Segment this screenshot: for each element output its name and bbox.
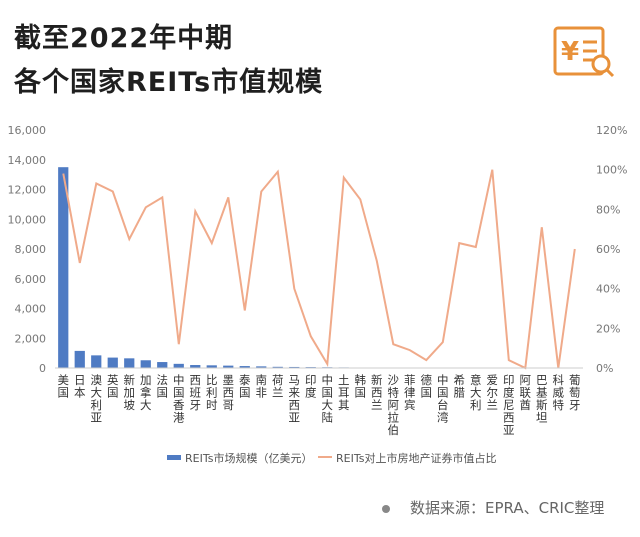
x-axis-labels: 美国日本澳大利亚英国新加坡加拿大法国中国香港西班牙比利时墨西哥泰国南非荷兰马来西…: [58, 373, 581, 437]
x-tick-label: 科威特: [553, 373, 565, 412]
x-tick-label: 新加坡: [124, 373, 136, 412]
left-tick-label: 16,000: [8, 124, 47, 137]
x-tick-label: 希腊: [454, 373, 466, 400]
x-tick-label: 美国: [58, 373, 70, 400]
x-tick-label: 中国大陆: [322, 373, 334, 425]
x-tick-label: 爱尔兰: [487, 373, 499, 412]
legend-bar-swatch: [167, 455, 181, 460]
x-tick-label: 英国: [107, 373, 119, 400]
x-tick-label: 中国香港: [173, 373, 185, 425]
x-tick-label: 意大利: [470, 373, 482, 412]
left-tick-label: 4,000: [15, 303, 47, 316]
right-tick-label: 20%: [596, 322, 620, 335]
left-tick-label: 0: [39, 362, 46, 375]
legend-bar-label: REITs市场规模（亿美元）: [185, 451, 312, 465]
legend: REITs市场规模（亿美元） REITs对上市房地产证券市值占比: [167, 451, 496, 465]
x-tick-label: 阿联酋: [520, 373, 532, 412]
x-tick-label: 墨西哥: [223, 373, 235, 412]
bar: [91, 355, 102, 368]
right-axis: 0% 20% 40% 60% 80% 100% 120%: [596, 124, 627, 375]
bar: [140, 360, 151, 368]
x-tick-label: 印度: [305, 373, 317, 400]
x-tick-label: 泰国: [239, 373, 251, 400]
x-tick-label: 马来西亚: [289, 373, 301, 425]
x-tick-label: 菲律宾: [404, 373, 416, 412]
right-tick-label: 100%: [596, 164, 627, 177]
right-tick-label: 0%: [596, 362, 613, 375]
finance-report-icon: ¥: [553, 26, 615, 78]
bar: [157, 362, 168, 368]
x-tick-label: 德国: [421, 373, 433, 400]
bar: [107, 357, 118, 368]
chart-title-line2: 各个国家REITs市值规模: [14, 67, 324, 98]
bar: [289, 366, 300, 368]
bar: [223, 365, 234, 368]
left-tick-label: 6,000: [15, 273, 47, 286]
x-tick-label: 新西兰: [371, 373, 383, 412]
x-tick-label: 沙特阿拉伯: [388, 373, 400, 437]
svg-text:¥: ¥: [561, 37, 579, 67]
chart-title-line1: 截至2022年中期: [14, 23, 234, 54]
legend-line-label: REITs对上市房地产证券市值占比: [336, 451, 496, 465]
bar: [124, 358, 135, 368]
left-tick-label: 8,000: [15, 243, 47, 256]
bar: [256, 366, 267, 368]
right-tick-label: 80%: [596, 203, 620, 216]
source-bullet-icon: [382, 505, 390, 513]
x-tick-label: 中国台湾: [437, 373, 449, 425]
x-tick-label: 葡萄牙: [569, 373, 581, 412]
bar: [173, 363, 184, 368]
bar: [239, 366, 250, 368]
bar: [190, 365, 201, 368]
x-tick-label: 印度尼西亚: [503, 373, 515, 437]
bar: [206, 365, 217, 368]
left-tick-label: 10,000: [8, 213, 47, 226]
bar: [272, 366, 283, 368]
left-tick-label: 12,000: [8, 184, 47, 197]
x-tick-label: 日本: [74, 373, 86, 400]
right-tick-label: 120%: [596, 124, 627, 137]
x-tick-label: 澳大利亚: [91, 373, 103, 425]
x-tick-label: 西班牙: [190, 373, 202, 412]
left-tick-label: 14,000: [8, 154, 47, 167]
right-tick-label: 60%: [596, 243, 620, 256]
right-tick-label: 40%: [596, 283, 620, 296]
bar: [74, 350, 85, 368]
left-tick-label: 2,000: [15, 332, 47, 345]
x-tick-label: 土耳其: [338, 373, 350, 412]
x-tick-label: 比利时: [206, 373, 218, 412]
source-note: 数据来源：EPRA、CRIC整理: [410, 499, 605, 517]
line-series: [62, 169, 576, 370]
x-tick-label: 巴基斯坦: [536, 373, 548, 425]
x-tick-label: 南非: [256, 373, 268, 400]
x-tick-label: 荷兰: [272, 373, 284, 400]
bar: [58, 167, 69, 368]
left-axis: 0 2,000 4,000 6,000 8,000 10,000 12,000 14,000 1…: [8, 124, 47, 375]
x-tick-label: 加拿大: [140, 373, 152, 412]
x-tick-label: 韩国: [355, 373, 367, 400]
x-tick-label: 法国: [157, 373, 169, 400]
